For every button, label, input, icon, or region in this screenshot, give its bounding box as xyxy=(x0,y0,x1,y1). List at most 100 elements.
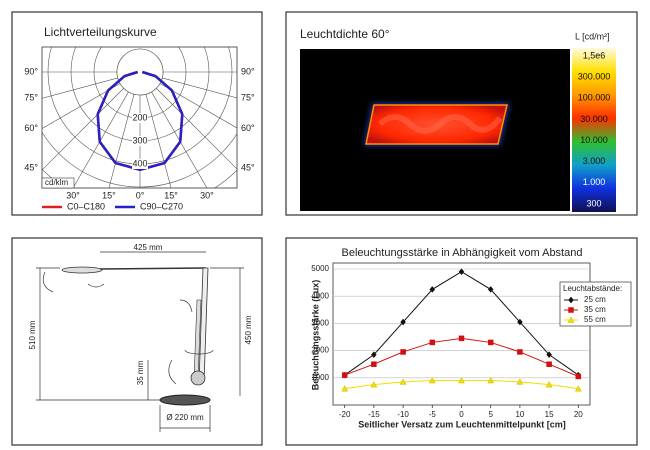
legend-label: 25 cm xyxy=(584,295,606,304)
marker xyxy=(517,349,523,355)
marker xyxy=(400,349,406,355)
colorbar-label: 300 xyxy=(586,198,601,208)
rotation-arrow xyxy=(168,359,177,385)
luminance-unit: L [cd/m²] xyxy=(575,31,610,41)
y-tick-label: 2000 xyxy=(311,346,329,355)
angle-label: 15° xyxy=(102,190,116,200)
y-axis-label: Beleuchtungsstärke (Lux) xyxy=(310,280,320,391)
dimension-label: Ø 220 mm xyxy=(166,413,204,422)
x-axis-label: Seitlicher Versatz zum Leuchtenmittelpun… xyxy=(358,419,566,429)
marker xyxy=(458,268,465,276)
polar-spoke xyxy=(156,88,237,170)
panel xyxy=(11,11,263,216)
line-chart: 1000 2000 3000 4000 5000 -20 -15 -10 -5 0 5 10 15 20 L… xyxy=(311,262,632,419)
lamp-joint xyxy=(190,370,206,386)
angle-label: 30° xyxy=(200,190,214,200)
marker xyxy=(487,286,494,293)
marker xyxy=(341,385,349,392)
x-tick-label: -5 xyxy=(429,410,437,419)
legend-label: 55 cm xyxy=(584,315,606,324)
angle-label: 90° xyxy=(24,66,38,76)
angle-label: 15° xyxy=(164,190,178,200)
marker xyxy=(575,373,582,380)
radial-tick-label: 200 xyxy=(132,112,147,122)
marker xyxy=(429,339,436,346)
angle-label: 45° xyxy=(24,162,38,172)
polar-labels: 200 300 400 90° 90° 75° 75° 60° 60° 45° 45° 30° 15° 0… xyxy=(24,66,255,200)
marker xyxy=(428,376,436,384)
marker xyxy=(371,351,377,359)
y-tick-label: 4000 xyxy=(311,291,329,300)
marker xyxy=(371,361,377,367)
marker xyxy=(546,361,552,367)
colorbar-label: 1,5e6 xyxy=(583,50,606,60)
polar-spoke xyxy=(151,91,208,188)
panel xyxy=(285,11,638,216)
surface-texture xyxy=(377,114,503,134)
marker xyxy=(574,385,582,392)
x-tick-label: 5 xyxy=(488,410,493,419)
x-tick-label: 0 xyxy=(459,410,464,419)
colorbar-label: 300.000 xyxy=(578,72,611,82)
polar-spoke xyxy=(162,77,237,99)
dimension-label: 425 mm xyxy=(134,243,163,252)
radial-tick-label: 300 xyxy=(132,135,147,145)
polar-center xyxy=(116,48,164,96)
angle-label: 0° xyxy=(136,190,145,200)
dimension-label: 450 mm xyxy=(244,315,253,344)
marker xyxy=(341,372,348,378)
polar-spoke xyxy=(42,83,121,129)
x-tick-label: -10 xyxy=(397,410,409,419)
marker xyxy=(545,381,553,388)
lamp-drawing xyxy=(36,251,244,432)
dimension-label: 510 mm xyxy=(28,320,37,349)
luminance-title: Leuchtdichte 60° xyxy=(300,27,390,41)
polar-spoke xyxy=(108,94,135,188)
x-tick-label: 20 xyxy=(574,410,583,419)
polar-frame xyxy=(41,46,238,189)
lamp-arm xyxy=(99,267,207,270)
y-tick-label: 1000 xyxy=(311,373,329,382)
marker xyxy=(458,335,465,342)
chart-title: Beleuchtungsstärke in Abhängigkeit vom A… xyxy=(342,247,583,259)
marker xyxy=(400,318,406,326)
polar-spoke xyxy=(72,91,129,188)
x-tick-label: 15 xyxy=(545,410,554,419)
polar-title: Lichtverteilungskurve xyxy=(44,25,157,39)
legend-marker xyxy=(568,307,574,313)
lamp-base xyxy=(159,394,211,406)
marker xyxy=(487,339,494,346)
colorbar-label: 30.000 xyxy=(580,114,608,124)
polar-curve xyxy=(96,70,141,171)
rotation-arrow xyxy=(42,271,54,293)
marker xyxy=(516,378,524,385)
legend-title: Leuchtabstände: xyxy=(563,284,622,293)
angle-label: 75° xyxy=(241,93,255,103)
legend-marker xyxy=(567,316,575,323)
tick-bg xyxy=(132,136,148,146)
tick-bg xyxy=(132,159,148,169)
radial-tick-label: 400 xyxy=(132,158,147,168)
polar-plot xyxy=(42,47,237,188)
angle-label: 90° xyxy=(241,66,255,76)
polar-spoke xyxy=(42,88,124,171)
legend-label: 35 cm xyxy=(584,305,606,314)
polar-spoke xyxy=(42,77,118,99)
lamp-head xyxy=(61,266,103,274)
colorbar-label: 10.000 xyxy=(580,135,608,145)
angle-label: 45° xyxy=(241,162,255,172)
y-tick-label: 3000 xyxy=(311,319,329,328)
colorbar-label: 100.000 xyxy=(578,93,611,103)
angle-label: 60° xyxy=(241,123,255,133)
angle-label: 75° xyxy=(24,93,38,103)
tick-bg xyxy=(132,113,148,123)
dimension-label: 35 mm xyxy=(136,360,145,385)
angle-label: 30° xyxy=(66,190,80,200)
rotation-arrow xyxy=(179,299,193,313)
polar-spoke xyxy=(159,83,237,129)
legend-marker xyxy=(568,296,574,304)
x-tick-label: -15 xyxy=(368,410,380,419)
rotation-arrow xyxy=(87,283,105,288)
panel xyxy=(11,237,263,446)
